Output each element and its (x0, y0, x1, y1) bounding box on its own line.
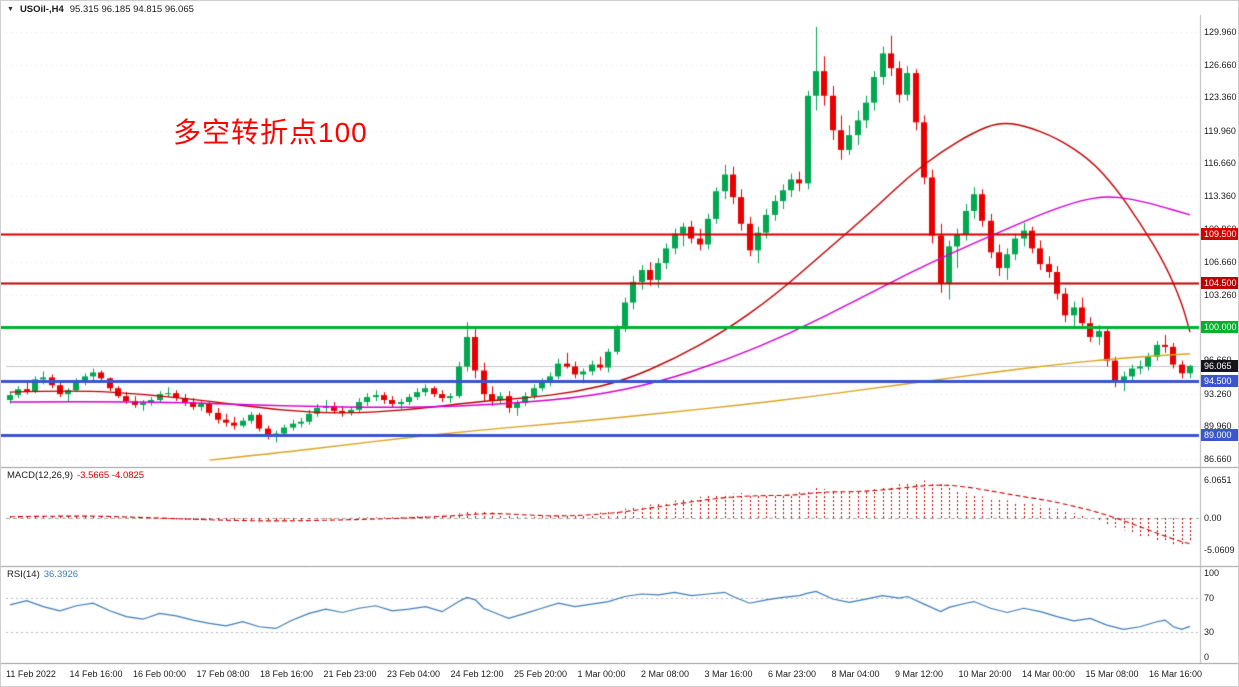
macd-indicator-label: MACD(12,26,9) -3.5665 -4.0825 (7, 470, 144, 481)
time-axis-label: 15 Mar 08:00 (1085, 669, 1139, 679)
rsi-name: RSI(14) (7, 569, 40, 580)
price-tick-label: 86.660 (1204, 453, 1232, 464)
time-axis-label: 3 Mar 16:00 (704, 669, 753, 679)
macd-tick-label: 6.0651 (1204, 475, 1232, 486)
macd-tick-label: 0.00 (1204, 513, 1222, 524)
rsi-tick-label: 30 (1204, 626, 1215, 637)
ohlc-values: 95.315 96.185 94.815 96.065 (69, 4, 194, 15)
price-tick-label: 103.260 (1204, 290, 1237, 301)
time-axis-label: 9 Mar 12:00 (895, 669, 944, 679)
price-tick-label: 93.260 (1204, 388, 1232, 399)
price-tick-label: 89.960 (1204, 421, 1232, 432)
time-axis-label: 11 Feb 2022 (6, 669, 56, 679)
price-tick-label: 116.660 (1204, 158, 1236, 169)
current-price-badge: 96.065 (1201, 360, 1238, 372)
price-tick-label: 123.360 (1204, 92, 1237, 103)
time-axis-label: 14 Feb 16:00 (69, 669, 123, 679)
price-axis[interactable]: 129.960 126.660 123.360 119.960 116.660 113.3… (1201, 1, 1238, 663)
price-level-badge: 109.500 (1201, 228, 1238, 240)
time-axis-label: 24 Feb 12:00 (450, 669, 504, 679)
rsi-tick-label: 70 (1204, 593, 1215, 604)
price-tick-label: 119.960 (1204, 125, 1236, 136)
time-axis-label: 25 Feb 20:00 (514, 669, 568, 679)
time-axis-label: 2 Mar 08:00 (641, 669, 690, 679)
time-axis-label: 16 Mar 16:00 (1149, 669, 1203, 679)
time-axis-label: 21 Feb 23:00 (323, 669, 377, 679)
time-axis-label: 1 Mar 00:00 (577, 669, 626, 679)
rsi-value: 36.3926 (43, 569, 79, 580)
price-level-badge: 89.000 (1201, 429, 1238, 441)
time-axis-label: 8 Mar 04:00 (831, 669, 880, 679)
time-axis-label: 6 Mar 23:00 (768, 669, 817, 679)
time-axis-label: 14 Mar 00:00 (1022, 669, 1076, 679)
macd-name: MACD(12,26,9) (7, 470, 73, 481)
macd-tick-label: -5.0609 (1204, 544, 1235, 555)
rsi-tick-label: 0 (1204, 652, 1210, 662)
price-level-badge: 100.000 (1201, 321, 1238, 333)
price-level-badge: 104.500 (1201, 277, 1238, 289)
symbol-timeframe-label: USOil-,H4 (19, 4, 64, 15)
price-tick-label: 126.660 (1204, 59, 1237, 70)
title-bar: ▼ USOil-,H4 95.315 96.185 94.815 96.065 (7, 4, 194, 15)
rsi-indicator-label: RSI(14) 36.3926 (7, 569, 78, 580)
price-tick-label: 106.660 (1204, 256, 1237, 267)
time-axis-label: 16 Feb 00:00 (133, 669, 187, 679)
time-axis-label: 17 Feb 08:00 (196, 669, 250, 679)
price-tick-label: 129.960 (1204, 27, 1237, 38)
price-tick-label: 113.360 (1204, 190, 1236, 201)
time-axis-label: 10 Mar 20:00 (958, 669, 1012, 679)
rsi-tick-label: 100 (1204, 568, 1220, 578)
time-axis[interactable]: 11 Feb 2022 14 Feb 16:00 16 Feb 00:00 17 Fe… (1, 664, 1238, 686)
price-level-badge: 94.500 (1201, 375, 1238, 387)
chart-annotation-text[interactable]: 多空转折点100 (173, 117, 368, 148)
macd-values: -3.5665 -4.0825 (77, 470, 145, 481)
collapse-chart-icon[interactable]: ▼ (7, 6, 14, 13)
time-axis-label: 23 Feb 04:00 (387, 669, 441, 679)
time-axis-label: 18 Feb 16:00 (260, 669, 314, 679)
